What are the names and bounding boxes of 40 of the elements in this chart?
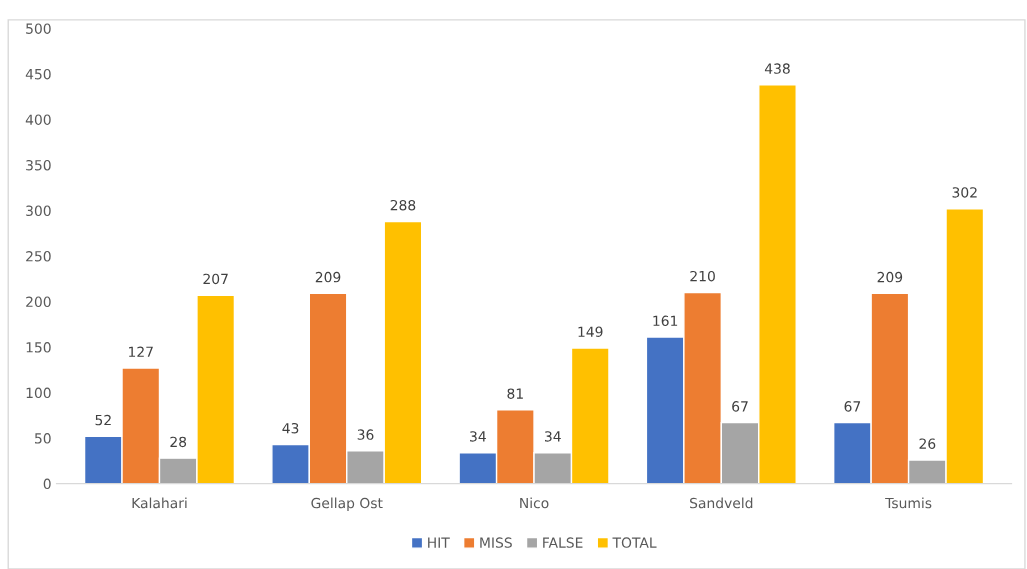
y-tick-label: 200 xyxy=(26,296,51,308)
data-label: 67 xyxy=(732,401,748,412)
y-tick-label: 0 xyxy=(43,478,51,490)
x-tick-label: Kalahari xyxy=(132,497,187,509)
y-tick-label: 150 xyxy=(26,342,51,353)
data-label: 34 xyxy=(544,431,561,442)
y-tick-label: 50 xyxy=(35,433,51,444)
data-label: 52 xyxy=(95,414,111,426)
legend-label: HIT xyxy=(428,537,450,548)
data-label: 207 xyxy=(203,273,228,285)
y-tick-label: 250 xyxy=(26,251,51,262)
data-label: 67 xyxy=(844,401,861,412)
legend-label: FALSE xyxy=(543,537,583,548)
x-tick-label: Tsumis xyxy=(885,497,932,509)
data-label: 302 xyxy=(952,187,977,198)
data-label: 209 xyxy=(877,271,903,283)
y-tick-label: 400 xyxy=(25,114,51,125)
data-label: 438 xyxy=(764,63,790,74)
data-label: 81 xyxy=(507,388,523,399)
x-tick-label: Gellap Ost xyxy=(311,497,383,511)
data-label: 43 xyxy=(282,422,299,434)
data-label: 161 xyxy=(653,315,678,327)
data-label: 209 xyxy=(315,271,341,283)
data-label: 28 xyxy=(170,436,187,448)
y-tick-label: 100 xyxy=(26,387,51,399)
x-tick-label: Nico xyxy=(520,497,549,509)
data-label: 34 xyxy=(470,431,486,442)
legend-label: TOTAL xyxy=(612,537,657,548)
y-tick-label: 450 xyxy=(25,68,51,80)
data-label: 210 xyxy=(690,270,715,282)
data-label: 36 xyxy=(357,429,374,440)
data-label: 149 xyxy=(578,326,603,337)
data-label: 127 xyxy=(129,346,153,357)
y-tick-label: 350 xyxy=(26,159,51,171)
legend-label: MISS xyxy=(480,537,512,548)
y-tick-label: 300 xyxy=(26,205,51,216)
data-label: 26 xyxy=(919,438,936,449)
x-tick-label: Sandveld xyxy=(690,497,753,509)
y-tick-label: 500 xyxy=(26,23,51,34)
data-label: 288 xyxy=(390,199,416,211)
